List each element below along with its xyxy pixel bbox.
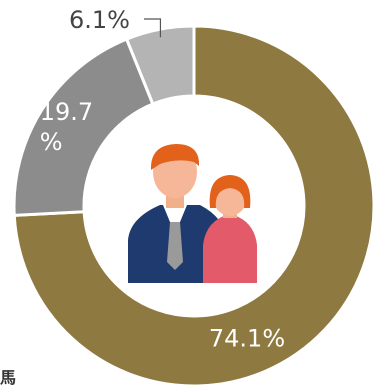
woman-figure-icon [203,175,257,283]
leader-line-3 [144,18,162,38]
slice-label-1: 74.1% [209,324,285,352]
donut-slice-3 [124,24,196,106]
cropped-text-fragment: 馬 [0,368,17,387]
donut-slice-2 [12,37,155,217]
slice-label-3: 6.1% [69,6,130,34]
donut-slices [12,24,373,388]
slice-label-2: 19.7% [40,98,93,156]
donut-slice-1 [12,24,373,388]
people-icon [128,144,257,283]
man-figure-icon [128,144,226,283]
leader-lines [144,18,162,38]
slice-labels: 74.1% 19.7 % 6.1% [40,6,285,352]
